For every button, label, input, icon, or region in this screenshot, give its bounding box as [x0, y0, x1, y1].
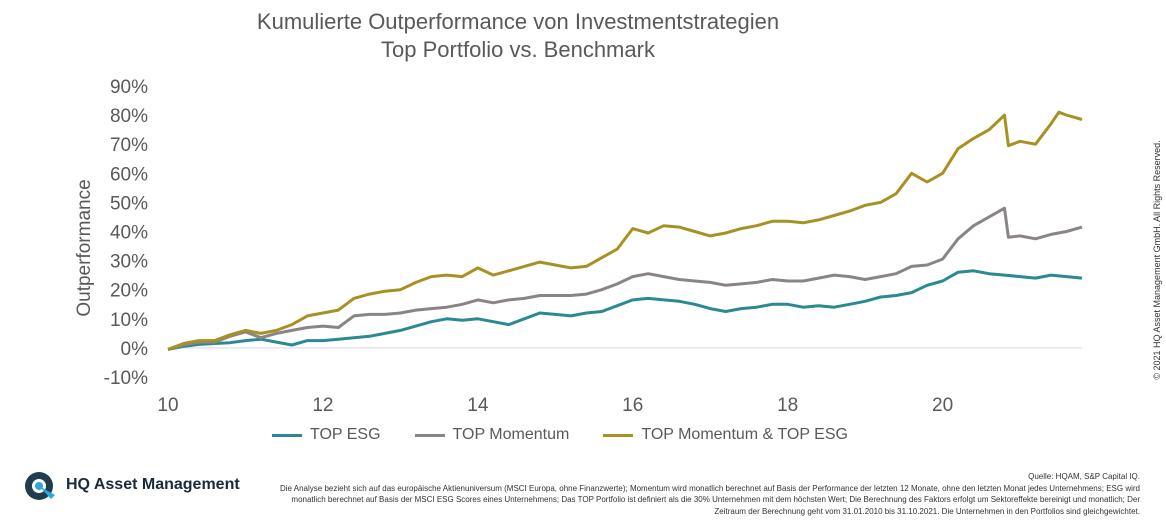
legend-swatch [414, 433, 445, 437]
y-axis-label: Outperformance [74, 179, 95, 316]
series-line-3 [167, 110, 1083, 351]
copyright-notice: © 2021 HQ Asset Management GmbH. All Rig… [1152, 140, 1162, 379]
y-tick-label: 40% [110, 223, 148, 244]
y-tick-label: 60% [110, 164, 148, 185]
chart-legend: TOP ESG TOP Momentum TOP Momentum & TOP ES… [272, 426, 848, 444]
x-tick-label: 12 [312, 395, 333, 416]
legend-item: TOP ESG [272, 426, 381, 444]
y-tick-label: 20% [110, 281, 148, 302]
series-lines [167, 110, 1083, 351]
series-line-1 [167, 269, 1083, 351]
footnote: Quelle: HQAM, S&P Capital IQ. Die Analys… [260, 471, 1140, 517]
series-line-2 [167, 206, 1083, 351]
methodology-note: Die Analyse bezieht sich auf das europäi… [279, 483, 1140, 516]
y-tick-label: 90% [110, 77, 148, 98]
logo-wordmark: HQ Asset Management [66, 476, 240, 493]
x-tick-label: 20 [932, 395, 953, 416]
source-note: Quelle: HQAM, S&P Capital IQ. [1028, 472, 1140, 481]
y-tick-label: 30% [110, 252, 148, 273]
x-axis-ticks: 10 12 14 16 18 20 [157, 395, 953, 416]
hq-logo-icon [25, 472, 55, 500]
x-tick-label: 18 [777, 395, 798, 416]
chart-title-line2: Top Portfolio vs. Benchmark [381, 37, 655, 62]
y-tick-label: 50% [110, 193, 148, 214]
y-tick-label: 80% [110, 106, 148, 127]
x-tick-label: 16 [622, 395, 643, 416]
y-tick-label: 70% [110, 135, 148, 156]
company-logo: HQ Asset Management [22, 466, 262, 506]
legend-swatch [272, 433, 302, 437]
legend-item: TOP Momentum & TOP ESG [603, 426, 848, 444]
x-tick-label: 10 [157, 395, 178, 416]
legend-label: TOP Momentum & TOP ESG [641, 426, 848, 443]
y-axis-ticks: -10% 0% 10% 20% 30% 40% 50% 60% 70% 80% 90% [104, 77, 148, 389]
y-tick-label: -10% [104, 368, 148, 389]
y-tick-label: 10% [110, 310, 148, 331]
legend-label: TOP Momentum [452, 426, 570, 443]
legend-label: TOP ESG [310, 426, 381, 443]
y-tick-label: 0% [121, 339, 149, 360]
chart-title-line1: Kumulierte Outperformance von Investment… [256, 9, 780, 34]
chart-title: Kumulierte Outperformance von Investment… [168, 8, 868, 64]
legend-item: TOP Momentum [414, 426, 570, 444]
x-tick-label: 14 [467, 395, 489, 416]
legend-swatch [603, 433, 634, 437]
